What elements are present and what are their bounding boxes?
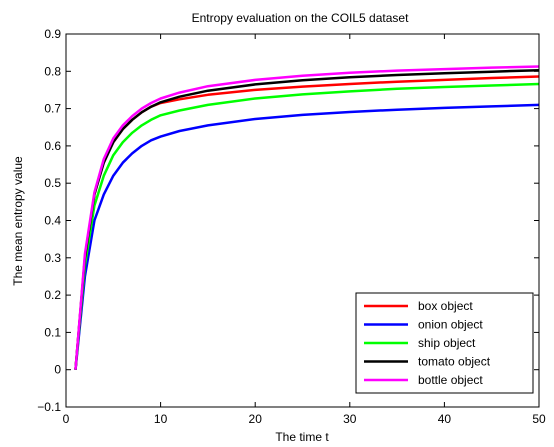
plot-frame [65, 33, 540, 408]
x-tick-label: 10 [154, 412, 168, 426]
y-tick-label: 0.9 [44, 27, 61, 41]
y-tick-label: 0.6 [44, 139, 61, 153]
y-tick-label: 0.5 [44, 176, 61, 190]
series-line-ship-object [74, 82, 540, 370]
series-line-bottle-object [74, 65, 540, 370]
legend-label-bottle-object: bottle object [418, 373, 483, 387]
x-tick-label: 50 [532, 412, 546, 426]
legend-label-box-object: box object [418, 299, 473, 313]
x-tick-label: 20 [249, 412, 263, 426]
y-tick-label: 0.8 [44, 64, 61, 78]
y-tick-label: 0.4 [44, 214, 61, 228]
series-layer [74, 65, 540, 370]
y-tick-label: 0.1 [44, 325, 61, 339]
chart-title: Entropy evaluation on the COIL5 dataset [192, 11, 409, 25]
x-tick-label: 0 [63, 412, 70, 426]
x-axis-label: The time t [275, 430, 329, 444]
y-tick-label: 0.3 [44, 251, 61, 265]
legend-label-onion-object: onion object [418, 318, 483, 332]
legend-label-ship-object: ship object [418, 336, 476, 350]
x-tick-label: 30 [343, 412, 357, 426]
y-tick-label: 0.7 [44, 102, 61, 116]
y-tick-label: −0.1 [37, 400, 61, 414]
legend-label-tomato-object: tomato object [418, 355, 491, 369]
y-tick-label: 0.2 [44, 288, 61, 302]
x-tick-label: 40 [438, 412, 452, 426]
y-axis-label: The mean entropy value [11, 156, 25, 286]
legend: box object onion object ship object tomato … [355, 292, 534, 394]
series-line-onion-object [74, 103, 540, 370]
y-tick-label: 0 [54, 363, 61, 377]
